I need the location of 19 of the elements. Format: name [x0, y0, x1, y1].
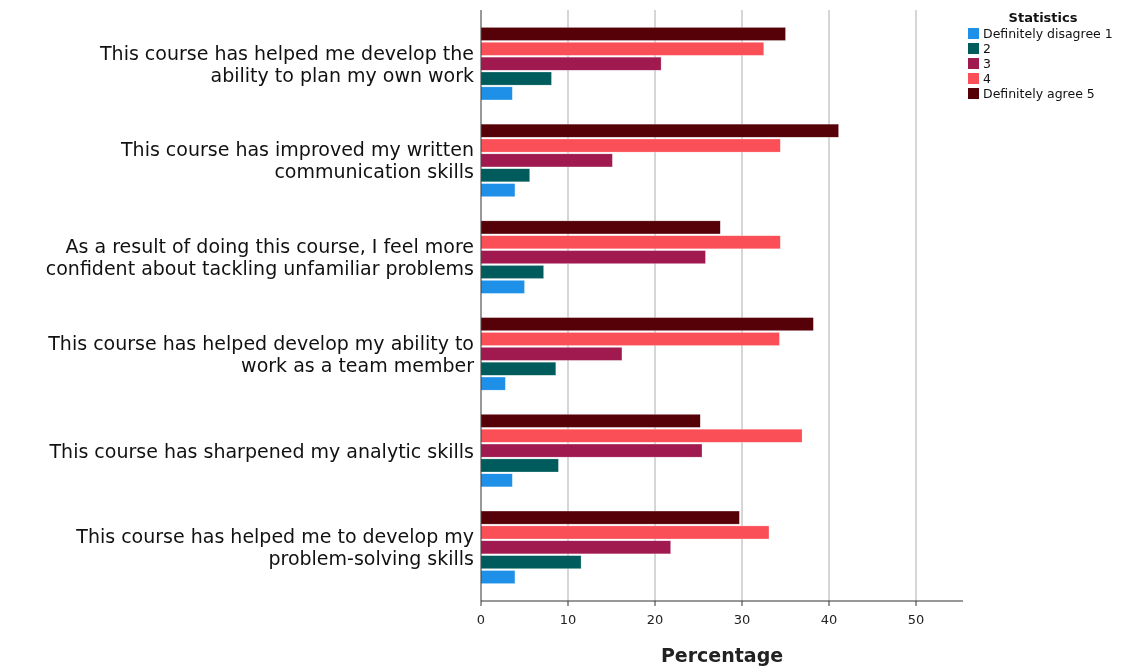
x-tick-label: 40 [820, 612, 838, 627]
y-tick-label: This course has helped develop my ability to work as a team member [47, 331, 475, 376]
legend-label: 3 [983, 56, 991, 71]
y-tick-label: This course has helped me develop the ability to plan my own work [98, 41, 474, 86]
x-tick-label: 30 [733, 612, 751, 627]
legend-label: Definitely agree 5 [983, 86, 1095, 101]
legend-label: 4 [983, 71, 991, 86]
legend-label: Definitely disagree 1 [983, 26, 1113, 41]
y-tick-label: This course has sharpened my analytic skills [48, 439, 474, 462]
x-tick-label: 50 [907, 612, 925, 627]
x-tick-label: 10 [559, 612, 577, 627]
x-tick-label: 20 [646, 612, 664, 627]
x-tick-label: 0 [476, 612, 486, 627]
x-axis-title: Percentage [660, 644, 784, 666]
y-tick-label: This course has helped me to develop my problem-solving skills [75, 525, 474, 570]
legend-label: 2 [983, 41, 991, 56]
y-tick-label: This course has improved my written communication skills [120, 138, 474, 183]
legend-title: Statistics [1008, 10, 1078, 25]
y-tick-label: As a result of doing this course, I feel more confident about tackling unfamiliar problems [45, 235, 474, 280]
